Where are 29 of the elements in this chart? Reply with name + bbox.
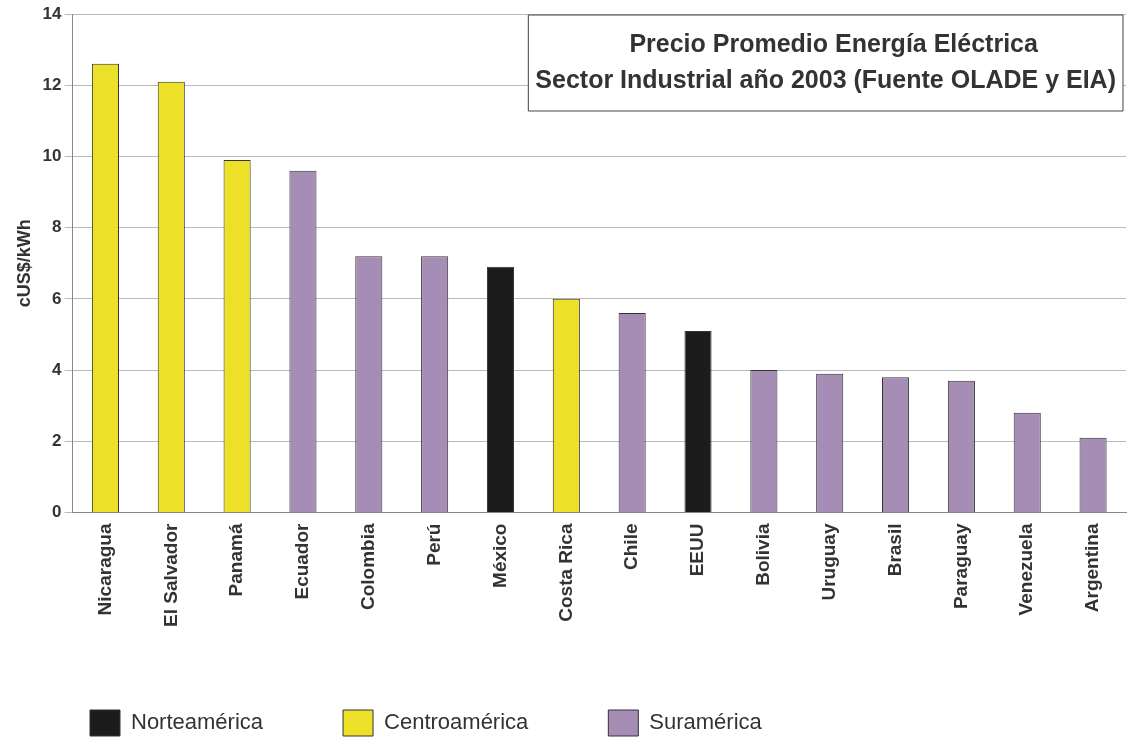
y-tick-label: 4 bbox=[52, 359, 63, 379]
x-tick-label: Chile bbox=[620, 523, 642, 570]
x-tick-label: Perú bbox=[422, 523, 444, 566]
text: Precio Promedio Energía Eléctrica Sector Industrial año 2003 (Fuente OLADE y EIA) bbox=[535, 28, 1117, 93]
x-tick-label: México bbox=[488, 523, 510, 588]
x-tick-label: Bolivia bbox=[752, 523, 774, 586]
x-tick-label: Costa Rica bbox=[554, 523, 576, 622]
legend-label: Norteamérica bbox=[131, 709, 264, 735]
y-tick-label: 6 bbox=[52, 288, 62, 308]
y-tick-label: 14 bbox=[42, 3, 63, 23]
y-axis-title: cUS$/kWh bbox=[13, 219, 34, 308]
x-tick-label: Nicaragua bbox=[93, 523, 115, 616]
x-tick-label: Ecuador bbox=[291, 522, 313, 600]
x-tick-label: Colombia bbox=[357, 523, 379, 611]
legend-label: Centroamérica bbox=[384, 709, 530, 735]
x-tick-label: Argentina bbox=[1081, 523, 1103, 613]
x-tick-label: Paraguay bbox=[949, 523, 971, 610]
x-tick-label: Panamá bbox=[225, 523, 247, 597]
x-tick-label: El Salvador bbox=[159, 522, 181, 628]
y-tick-label: 10 bbox=[42, 146, 62, 166]
y-tick-label: 12 bbox=[42, 74, 62, 94]
x-tick-label: EEUU bbox=[686, 523, 708, 577]
x-tick-label: Uruguay bbox=[817, 523, 839, 601]
y-tick-label: 8 bbox=[52, 217, 62, 237]
x-tick-label: Venezuela bbox=[1015, 523, 1037, 616]
legend-label: Suramérica bbox=[649, 709, 763, 735]
y-tick-label: 2 bbox=[52, 430, 62, 450]
y-tick-label: 0 bbox=[52, 502, 62, 522]
x-tick-label: Brasil bbox=[883, 523, 905, 577]
